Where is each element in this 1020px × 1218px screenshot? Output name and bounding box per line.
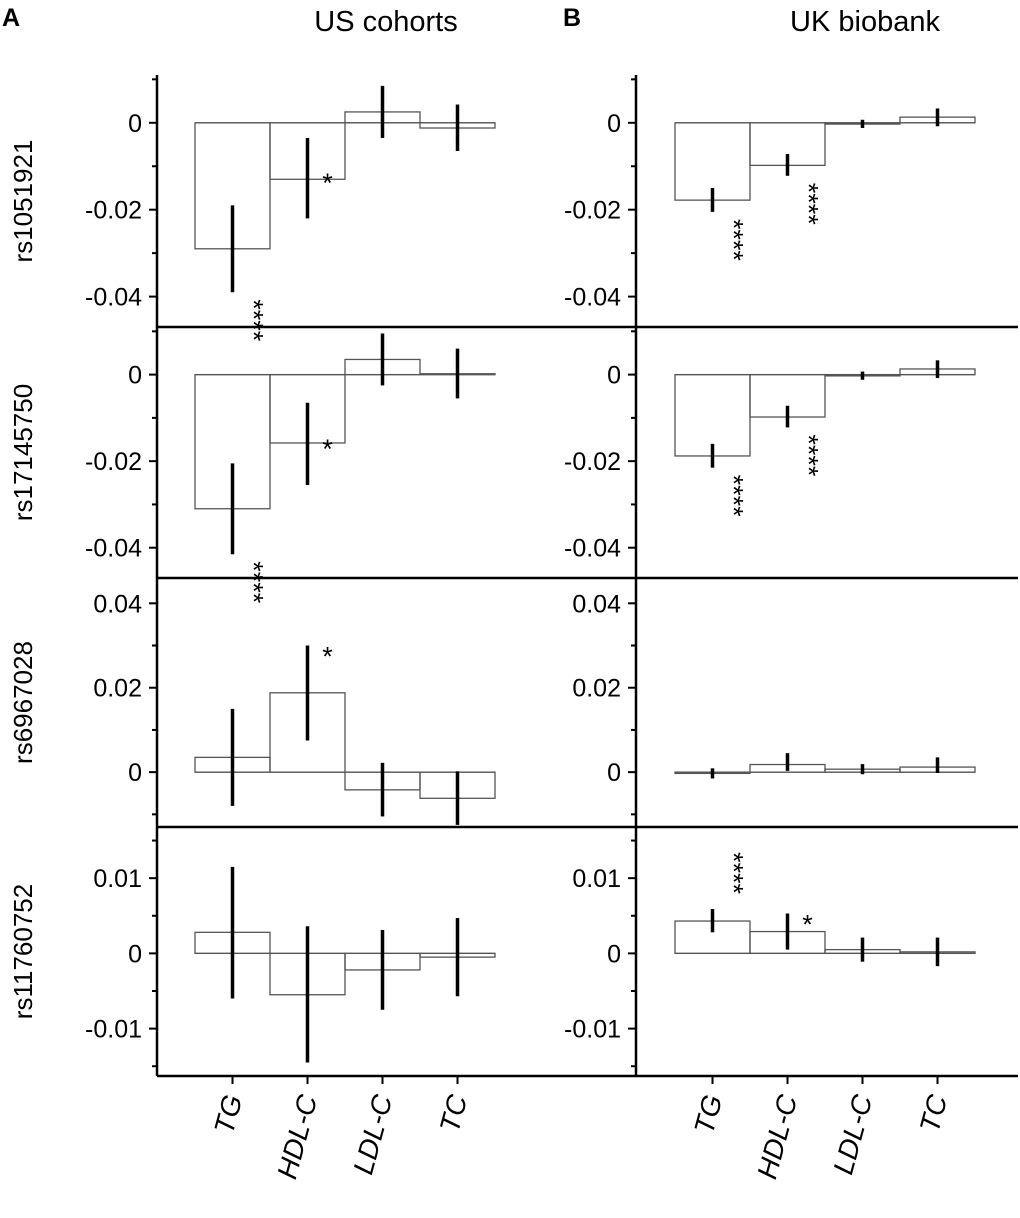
- y-tick-label: -0.04: [564, 535, 621, 563]
- y-tick-label: -0.02: [85, 197, 142, 225]
- significance-stars: ****: [793, 183, 823, 226]
- y-tick-label: -0.04: [85, 284, 142, 312]
- y-tick-label: 0.02: [93, 675, 142, 703]
- y-tick-label: 0: [128, 110, 142, 138]
- panel-letter-b: B: [563, 4, 581, 32]
- significance-star: *: [322, 434, 333, 464]
- x-tick-label: TG: [208, 1092, 248, 1138]
- y-tick-label: -0.04: [85, 535, 142, 563]
- x-tick-label: TC: [434, 1091, 474, 1136]
- x-tick-label: TG: [688, 1092, 728, 1138]
- y-tick-label: 0.01: [93, 865, 142, 893]
- plot-area: rs10519210-0.02-0.04*****0-0.02-0.04****…: [8, 75, 1018, 1182]
- y-tick-label: 0: [128, 940, 142, 968]
- significance-stars: ****: [718, 852, 748, 895]
- significance-stars: ****: [238, 561, 268, 604]
- snp-label: rs6967028: [8, 641, 38, 764]
- y-tick-label: -0.02: [85, 448, 142, 476]
- significance-star: *: [322, 642, 333, 672]
- y-tick-label: 0.04: [572, 590, 621, 618]
- x-tick-label: LDL-C: [347, 1091, 398, 1178]
- panel-title-uk: UK biobank: [790, 6, 940, 38]
- panel-title-us: US cohorts: [314, 6, 457, 38]
- x-tick-label: LDL-C: [827, 1091, 878, 1178]
- y-tick-label: 0: [607, 110, 621, 138]
- y-tick-label: -0.02: [564, 448, 621, 476]
- y-tick-label: 0: [128, 759, 142, 787]
- y-tick-label: 0: [607, 759, 621, 787]
- x-tick-label: HDL-C: [751, 1091, 803, 1182]
- y-tick-label: 0.01: [572, 865, 621, 893]
- y-tick-label: 0: [607, 940, 621, 968]
- y-tick-label: -0.02: [564, 197, 621, 225]
- panel-letter-a: A: [2, 4, 20, 32]
- snp-label: rs17145750: [8, 384, 38, 521]
- y-tick-label: 0.02: [572, 675, 621, 703]
- significance-star: *: [802, 910, 813, 940]
- significance-stars: ****: [718, 475, 748, 518]
- x-tick-label: TC: [914, 1091, 954, 1136]
- snp-label: rs1051921: [8, 140, 38, 263]
- y-tick-label: -0.01: [564, 1016, 621, 1044]
- y-tick-label: -0.04: [564, 284, 621, 312]
- x-tick-label: HDL-C: [271, 1091, 323, 1182]
- significance-stars: ****: [793, 434, 823, 477]
- bar: [674, 373, 751, 457]
- y-tick-label: 0.04: [93, 590, 142, 618]
- significance-stars: ****: [718, 219, 748, 262]
- significance-stars: ****: [238, 299, 268, 342]
- snp-label: rs11760752: [8, 884, 38, 1019]
- y-tick-label: 0: [607, 362, 621, 390]
- y-tick-label: 0: [128, 362, 142, 390]
- y-tick-label: -0.01: [85, 1016, 142, 1044]
- significance-star: *: [322, 168, 333, 198]
